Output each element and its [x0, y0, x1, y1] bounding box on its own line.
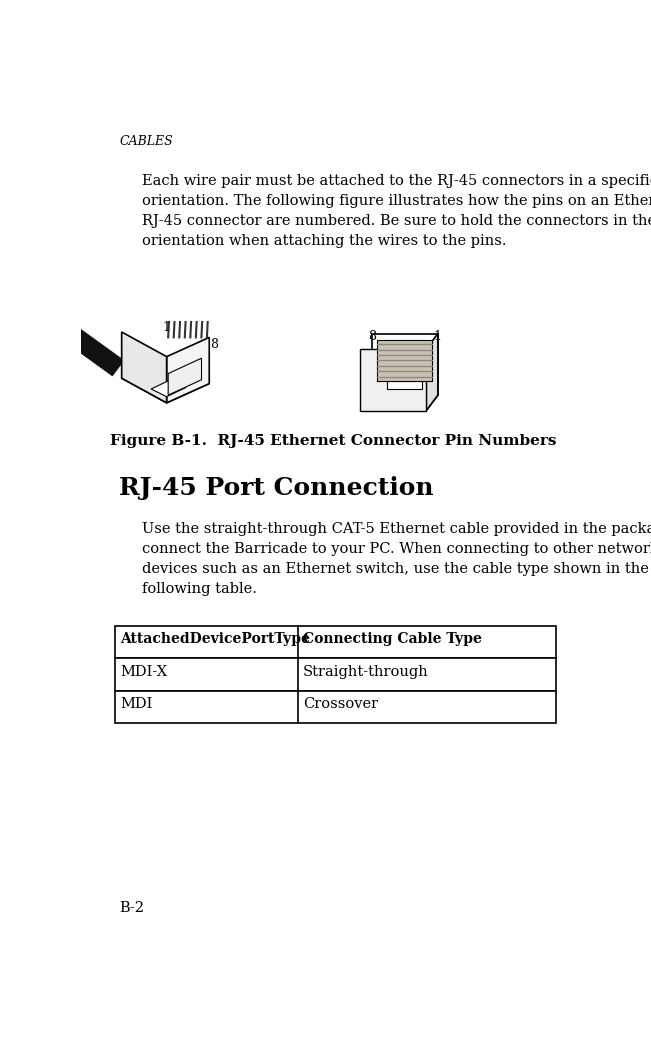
Text: 8: 8 [210, 338, 218, 351]
Text: AttachedDevicePortType: AttachedDevicePortType [120, 632, 310, 646]
Text: Each wire pair must be attached to the RJ-45 connectors in a specific
orientatio: Each wire pair must be attached to the R… [142, 174, 651, 248]
Bar [115, 691, 555, 723]
Text: 1: 1 [163, 321, 171, 334]
Polygon shape [122, 332, 167, 403]
Bar [115, 659, 555, 691]
Polygon shape [387, 381, 422, 389]
Text: Crossover: Crossover [303, 697, 378, 711]
Polygon shape [151, 380, 186, 397]
Text: Use the straight-through CAT-5 Ethernet cable provided in the package to
connect: Use the straight-through CAT-5 Ethernet … [142, 522, 651, 597]
Polygon shape [167, 337, 209, 403]
Text: RJ-45 Port Connection: RJ-45 Port Connection [119, 476, 434, 500]
Text: 1: 1 [434, 330, 442, 342]
Polygon shape [70, 330, 124, 376]
Polygon shape [372, 334, 438, 395]
Polygon shape [378, 339, 432, 381]
Text: MDI-X: MDI-X [120, 665, 167, 678]
Polygon shape [122, 358, 209, 403]
Text: Connecting Cable Type: Connecting Cable Type [303, 632, 482, 646]
Text: CABLES: CABLES [119, 135, 173, 149]
Polygon shape [426, 334, 438, 410]
Text: Figure B-1.  RJ-45 Ethernet Connector Pin Numbers: Figure B-1. RJ-45 Ethernet Connector Pin… [111, 433, 557, 448]
Polygon shape [361, 349, 426, 410]
Polygon shape [168, 358, 202, 395]
Text: Straight-through: Straight-through [303, 665, 428, 678]
Text: B-2: B-2 [119, 900, 145, 915]
Bar [115, 626, 555, 659]
Text: 8: 8 [368, 330, 376, 342]
Polygon shape [361, 395, 438, 410]
Text: MDI: MDI [120, 697, 152, 711]
